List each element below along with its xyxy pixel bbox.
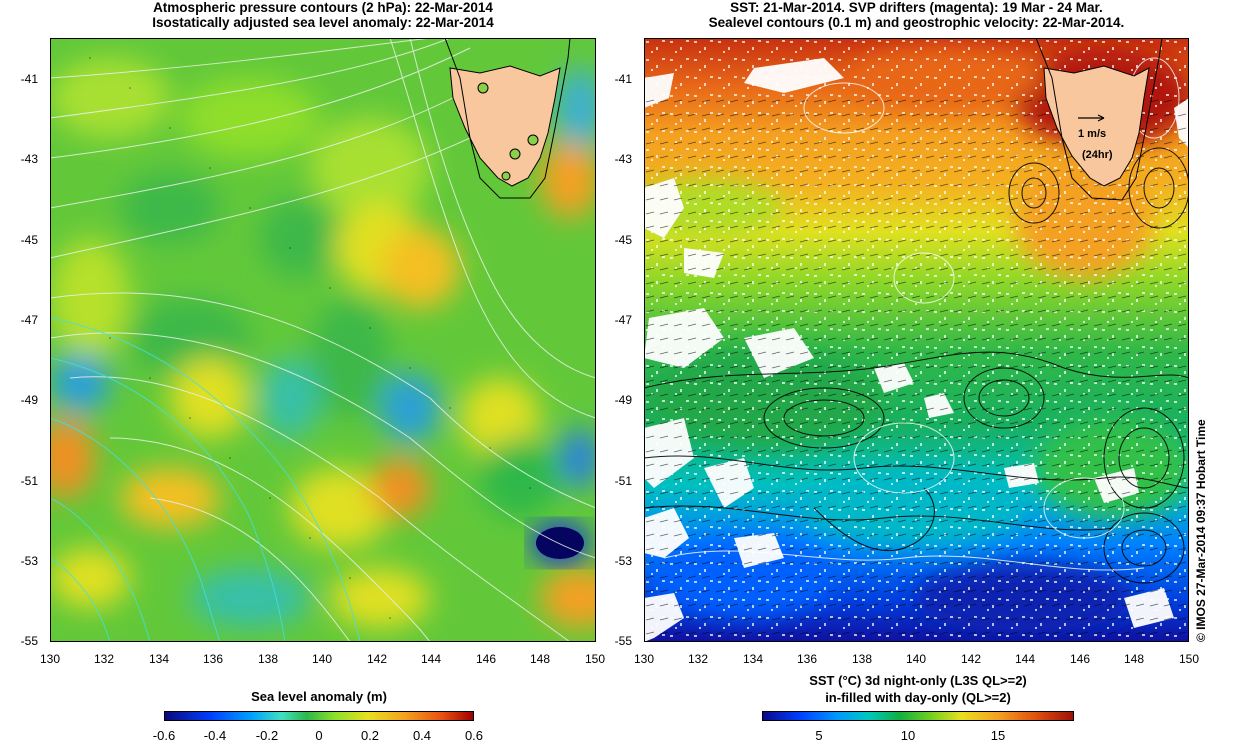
left-lat-tick: -41	[20, 72, 38, 86]
left-lon-tick: 130	[39, 652, 61, 666]
right-colorbar-label-line1: SST (°C) 3d night-only (L3S QL>=2)	[809, 673, 1027, 688]
right-lon-tick: 148	[1123, 652, 1145, 666]
left-lon-tick: 142	[366, 652, 388, 666]
right-lat-tick: -41	[614, 72, 632, 86]
left-lon-tick: 148	[529, 652, 551, 666]
right-lat-tick: -43	[614, 152, 632, 166]
right-lon-tick: 146	[1069, 652, 1091, 666]
right-lat-tick: -49	[614, 393, 632, 407]
right-lat-tick: -51	[614, 474, 632, 488]
right-lat-tick: -53	[614, 554, 632, 568]
right-lat-tick: -55	[614, 634, 632, 648]
left-title-line1: Atmospheric pressure contours (2 hPa): 2…	[153, 0, 493, 15]
grid-dots	[89, 57, 531, 619]
right-title-line2: Sealevel contours (0.1 m) and geostrophi…	[708, 15, 1125, 30]
scale-arrow-label: 1 m/s	[1078, 128, 1106, 140]
left-title-line2: Isostatically adjusted sea level anomaly…	[152, 15, 494, 30]
left-colorbar-tick: -0.6	[152, 728, 176, 743]
scale-arrow-sublabel: (24hr)	[1082, 149, 1113, 161]
right-colorbar-tick: 5	[815, 728, 823, 743]
right-lon-tick: 142	[960, 652, 982, 666]
left-colorbar-tick: 0.4	[412, 728, 432, 743]
left-colorbar-tick: 0.2	[360, 728, 380, 743]
right-lon-tick: 134	[742, 652, 764, 666]
left-colorbar-label: Sea level anomaly (m)	[251, 689, 387, 704]
left-colorbar-tick: -0.4	[203, 728, 227, 743]
sst-map: 1 m/s (24hr)	[644, 38, 1189, 642]
right-title-line1: SST: 21-Mar-2014. SVP drifters (magenta)…	[730, 0, 1103, 15]
left-colorbar-tick: 0	[315, 728, 323, 743]
left-lat-tick: -51	[20, 474, 38, 488]
right-lon-tick: 140	[905, 652, 927, 666]
right-colorbar-tick: 10	[900, 728, 916, 743]
left-colorbar-tick: 0.6	[464, 728, 484, 743]
velocity-scale-arrow	[1078, 114, 1105, 122]
right-lon-tick: 132	[687, 652, 709, 666]
right-lon-tick: 136	[796, 652, 818, 666]
right-lon-tick: 130	[633, 652, 655, 666]
sea-level-colorbar	[164, 711, 474, 721]
right-lon-tick: 150	[1178, 652, 1200, 666]
sea-level-anomaly-map	[50, 38, 596, 642]
left-lat-tick: -55	[20, 634, 38, 648]
sst-colorbar	[762, 711, 1074, 721]
left-lat-tick: -53	[20, 554, 38, 568]
left-lat-tick: -49	[20, 393, 38, 407]
left-lon-tick: 136	[202, 652, 224, 666]
left-colorbar-tick: -0.2	[255, 728, 279, 743]
right-lat-tick: -45	[614, 233, 632, 247]
left-lon-tick: 134	[148, 652, 170, 666]
right-lon-tick: 144	[1014, 652, 1036, 666]
left-lon-tick: 132	[93, 652, 115, 666]
left-lat-tick: -47	[20, 313, 38, 327]
left-lon-tick: 146	[475, 652, 497, 666]
left-lon-tick: 138	[257, 652, 279, 666]
left-lon-tick: 140	[311, 652, 333, 666]
left-lat-tick: -45	[20, 233, 38, 247]
right-lon-tick: 138	[851, 652, 873, 666]
right-colorbar-tick: 15	[990, 728, 1006, 743]
imos-credit: © IMOS 27-Mar-2014 09:37 Hobart Time	[1194, 419, 1208, 642]
left-lon-tick: 144	[420, 652, 442, 666]
left-lat-tick: -43	[20, 152, 38, 166]
left-lon-tick: 150	[584, 652, 606, 666]
right-colorbar-label-line2: in-filled with day-only (QL>=2)	[825, 690, 1011, 705]
right-lat-tick: -47	[614, 313, 632, 327]
